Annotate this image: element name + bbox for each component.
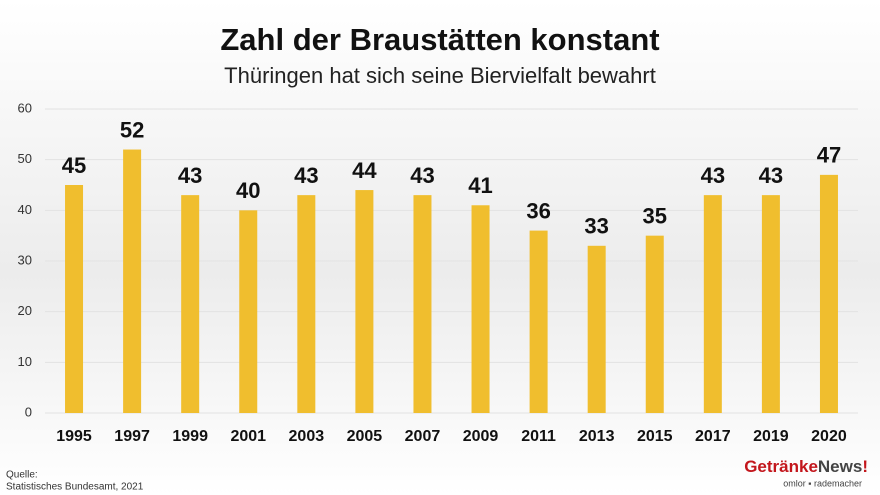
bar bbox=[413, 195, 432, 413]
logo-part: Getränke bbox=[744, 457, 818, 476]
bar bbox=[645, 235, 664, 413]
bar bbox=[529, 230, 548, 413]
value-label: 45 bbox=[62, 153, 86, 178]
bar bbox=[587, 245, 606, 413]
logo-part: News bbox=[818, 457, 862, 476]
bar bbox=[239, 210, 258, 413]
y-tick-label: 40 bbox=[18, 202, 32, 217]
chart-subtitle: Thüringen hat sich seine Biervielfalt be… bbox=[224, 63, 656, 88]
bar bbox=[819, 174, 838, 413]
bar bbox=[355, 190, 374, 413]
value-label: 47 bbox=[817, 143, 841, 168]
x-tick-label: 1997 bbox=[114, 428, 150, 445]
x-tick-label: 2001 bbox=[230, 428, 266, 445]
x-tick-label: 2019 bbox=[753, 428, 789, 445]
x-tick-label: 2015 bbox=[637, 428, 673, 445]
value-label: 43 bbox=[294, 163, 318, 188]
bar bbox=[181, 195, 200, 413]
source-text: Statistisches Bundesamt, 2021 bbox=[6, 482, 144, 493]
value-label: 43 bbox=[701, 163, 725, 188]
source-label: Quelle: bbox=[6, 470, 38, 481]
x-tick-label: 1995 bbox=[56, 428, 92, 445]
bar bbox=[703, 195, 722, 413]
value-label: 52 bbox=[120, 117, 144, 142]
value-label: 43 bbox=[178, 163, 202, 188]
value-label: 33 bbox=[584, 214, 608, 239]
value-label: 40 bbox=[236, 178, 260, 203]
chart-title: Zahl der Braustätten konstant bbox=[220, 22, 659, 57]
bar bbox=[297, 195, 316, 413]
x-tick-label: 2017 bbox=[695, 428, 731, 445]
x-tick-label: 2013 bbox=[579, 428, 615, 445]
x-tick-label: 2020 bbox=[811, 428, 847, 445]
bar bbox=[123, 149, 142, 414]
y-tick-label: 50 bbox=[18, 151, 32, 166]
y-tick-label: 30 bbox=[18, 252, 32, 267]
y-tick-label: 0 bbox=[25, 404, 32, 419]
logo-tagline: omlor ▪ rademacher bbox=[783, 478, 862, 488]
value-label: 41 bbox=[468, 173, 492, 198]
bar bbox=[65, 185, 84, 413]
x-tick-label: 2003 bbox=[289, 428, 325, 445]
logo: GetränkeNews! bbox=[744, 457, 868, 476]
logo-part: ! bbox=[862, 457, 868, 476]
y-tick-label: 20 bbox=[18, 303, 32, 318]
value-label: 44 bbox=[352, 158, 377, 183]
x-tick-label: 2005 bbox=[347, 428, 383, 445]
x-tick-label: 2011 bbox=[521, 428, 556, 445]
y-tick-label: 60 bbox=[18, 100, 32, 115]
value-label: 36 bbox=[526, 198, 550, 223]
x-tick-label: 1999 bbox=[172, 428, 208, 445]
value-label: 43 bbox=[410, 163, 434, 188]
y-tick-label: 10 bbox=[18, 354, 32, 369]
bar bbox=[761, 195, 780, 413]
bar bbox=[471, 205, 490, 413]
x-tick-label: 2007 bbox=[405, 428, 441, 445]
x-tick-label: 2009 bbox=[463, 428, 499, 445]
value-label: 43 bbox=[759, 163, 783, 188]
value-label: 35 bbox=[643, 203, 667, 228]
